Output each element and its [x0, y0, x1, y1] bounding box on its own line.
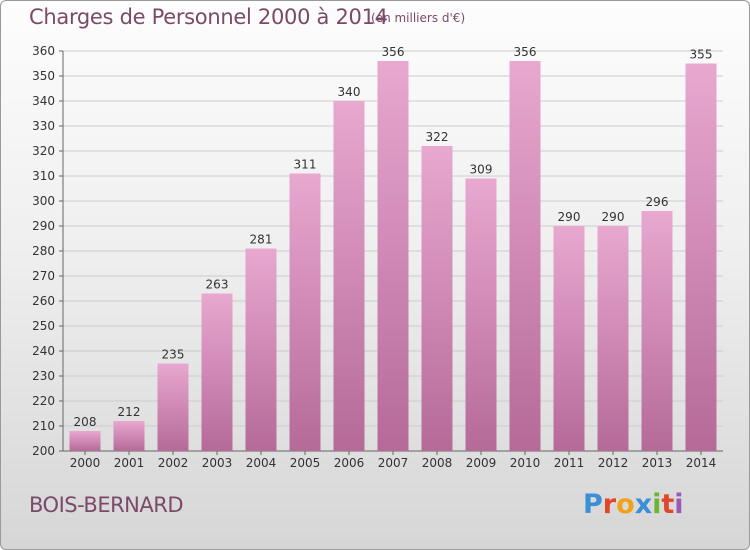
- x-tick-label-2001: 2001: [114, 456, 145, 470]
- data-label-2011: 290: [558, 210, 581, 224]
- data-label-2010: 356: [514, 45, 537, 59]
- data-label-2013: 296: [646, 195, 669, 209]
- logo-letter: x: [634, 489, 653, 520]
- x-tick-label-2014: 2014: [686, 456, 717, 470]
- y-tick-label: 360: [32, 44, 55, 58]
- logo-letter: o: [616, 489, 635, 520]
- data-label-2014: 355: [690, 48, 713, 62]
- x-tick-label-2000: 2000: [70, 456, 101, 470]
- y-tick-label: 200: [32, 444, 55, 458]
- bar-2002: [157, 363, 189, 451]
- y-tick-label: 330: [32, 119, 55, 133]
- data-label-2008: 322: [426, 130, 449, 144]
- bar-2000: [69, 431, 101, 451]
- data-label-2012: 290: [602, 210, 625, 224]
- bar-2006: [333, 101, 365, 451]
- x-tick-label-2012: 2012: [598, 456, 629, 470]
- data-label-2005: 311: [294, 158, 317, 172]
- bar-2014: [685, 63, 717, 451]
- y-tick-label: 210: [32, 419, 55, 433]
- y-tick-label: 230: [32, 369, 55, 383]
- proxiti-logo: Proxiti: [583, 489, 684, 520]
- data-label-2000: 208: [74, 415, 97, 429]
- chart-subtitle: (en milliers d'€): [371, 11, 466, 25]
- x-tick-label-2006: 2006: [334, 456, 365, 470]
- x-tick-label-2003: 2003: [202, 456, 233, 470]
- y-tick-label: 250: [32, 319, 55, 333]
- y-tick-label: 300: [32, 194, 55, 208]
- bar-2003: [201, 293, 233, 451]
- data-label-2003: 263: [206, 278, 229, 292]
- x-tick-label-2004: 2004: [246, 456, 277, 470]
- y-tick-label: 320: [32, 144, 55, 158]
- y-tick-label: 260: [32, 294, 55, 308]
- bar-2005: [289, 173, 321, 451]
- y-tick-label: 270: [32, 269, 55, 283]
- data-label-2007: 356: [382, 45, 405, 59]
- x-tick-label-2002: 2002: [158, 456, 189, 470]
- data-label-2001: 212: [118, 405, 141, 419]
- data-label-2004: 281: [250, 233, 273, 247]
- bar-2001: [113, 421, 145, 451]
- y-tick-label: 350: [32, 69, 55, 83]
- data-label-2009: 309: [470, 163, 493, 177]
- y-tick-label: 290: [32, 219, 55, 233]
- logo-letter: r: [602, 489, 617, 520]
- x-tick-label-2007: 2007: [378, 456, 409, 470]
- x-tick-label-2008: 2008: [422, 456, 453, 470]
- logo-letter: t: [661, 489, 675, 520]
- bar-2008: [421, 146, 453, 451]
- x-tick-label-2009: 2009: [466, 456, 497, 470]
- logo-letter: i: [674, 489, 684, 520]
- bar-2010: [509, 61, 541, 451]
- logo-letter: i: [652, 489, 662, 520]
- y-tick-label: 280: [32, 244, 55, 258]
- place-name: BOIS-BERNARD: [29, 493, 184, 517]
- logo-letter: P: [583, 489, 603, 520]
- y-tick-label: 310: [32, 169, 55, 183]
- bar-2009: [465, 178, 497, 451]
- x-tick-label-2011: 2011: [554, 456, 585, 470]
- data-label-2002: 235: [162, 348, 185, 362]
- bar-2011: [553, 226, 585, 451]
- chart-title: Charges de Personnel 2000 à 2014: [29, 5, 388, 29]
- bar-2012: [597, 226, 629, 451]
- y-tick-label: 240: [32, 344, 55, 358]
- x-tick-label-2013: 2013: [642, 456, 673, 470]
- data-label-2006: 340: [338, 85, 361, 99]
- x-tick-label-2010: 2010: [510, 456, 541, 470]
- x-tick-label-2005: 2005: [290, 456, 321, 470]
- y-tick-label: 340: [32, 94, 55, 108]
- bar-2013: [641, 211, 673, 451]
- y-tick-label: 220: [32, 394, 55, 408]
- bar-2007: [377, 61, 409, 451]
- bar-2004: [245, 248, 277, 451]
